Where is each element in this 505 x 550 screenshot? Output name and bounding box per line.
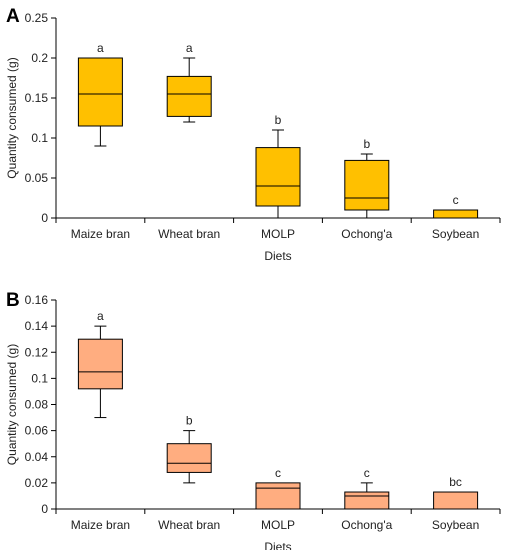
box-0: a: [77, 309, 123, 419]
x-axis-title: Diets: [264, 249, 291, 263]
significance-letter: b: [363, 137, 370, 151]
box-body: [77, 338, 123, 390]
box-0: a: [77, 41, 123, 147]
y-tick-label: 0.02: [25, 476, 49, 490]
panel-b: B 0 0.02 0.04 0.06 0.08 0.1 0.12 0.14 0.16 Maize b…: [5, 290, 501, 550]
box-4: c: [433, 193, 479, 219]
x-tick-label: Maize bran: [71, 518, 130, 532]
box-body: [344, 491, 390, 510]
box-body: [255, 482, 301, 510]
box-3: c: [344, 466, 390, 510]
significance-letter: a: [97, 41, 104, 55]
y-tick-label: 0.14: [25, 319, 49, 333]
x-axis-title: Diets: [264, 540, 291, 550]
y-tick-label: 0.04: [25, 450, 49, 464]
box-body: [344, 159, 390, 211]
y-tick-label: 0.16: [25, 293, 49, 307]
y-tick-label: 0.12: [25, 345, 49, 359]
box-body: [77, 57, 123, 127]
x-tick-label: MOLP: [261, 227, 295, 241]
x-tick-label: Soybean: [432, 227, 479, 241]
y-tick-label: 0.1: [31, 371, 48, 385]
y-axis-title: Quantity consumed (g): [5, 344, 19, 465]
box-body: [255, 147, 301, 207]
panel-a: A 0 0.05 0.1 0.15 0.2 0.25 Maize bran Wheat bran…: [5, 6, 501, 263]
panel-letter: A: [6, 6, 20, 27]
significance-letter: c: [275, 466, 281, 480]
box-4: bc: [433, 475, 479, 510]
y-tick-label: 0.05: [25, 171, 49, 185]
box-body: [166, 443, 212, 473]
y-tick-label: 0.25: [25, 11, 49, 25]
significance-letter: a: [97, 309, 104, 323]
box-1: a: [166, 41, 212, 123]
x-tick-label: Maize bran: [71, 227, 130, 241]
y-tick-label: 0.08: [25, 398, 49, 412]
box-body: [433, 209, 479, 219]
y-tick-label: 0: [41, 502, 48, 516]
box-body: [433, 491, 479, 510]
significance-letter: a: [186, 41, 193, 55]
box-2: c: [255, 466, 301, 510]
y-axis-title: Quantity consumed (g): [5, 57, 19, 178]
box-body: [166, 75, 212, 117]
significance-letter: bc: [449, 475, 462, 489]
y-tick-label: 0.06: [25, 424, 49, 438]
x-tick-label: Ochong'a: [341, 518, 392, 532]
y-tick-label: 0.1: [31, 131, 48, 145]
panel-letter: B: [6, 290, 20, 311]
box-1: b: [166, 414, 212, 484]
significance-letter: c: [364, 466, 370, 480]
significance-letter: b: [275, 113, 282, 127]
x-tick-label: Ochong'a: [341, 227, 392, 241]
x-tick-label: Wheat bran: [158, 518, 220, 532]
y-tick-label: 0.15: [25, 91, 49, 105]
x-tick-label: Wheat bran: [158, 227, 220, 241]
y-tick-label: 0: [41, 211, 48, 225]
box-2: b: [255, 113, 301, 219]
significance-letter: c: [453, 193, 459, 207]
x-tick-label: MOLP: [261, 518, 295, 532]
x-tick-label: Soybean: [432, 518, 479, 532]
box-3: b: [344, 137, 390, 219]
significance-letter: b: [186, 414, 193, 428]
y-tick-label: 0.2: [31, 51, 48, 65]
